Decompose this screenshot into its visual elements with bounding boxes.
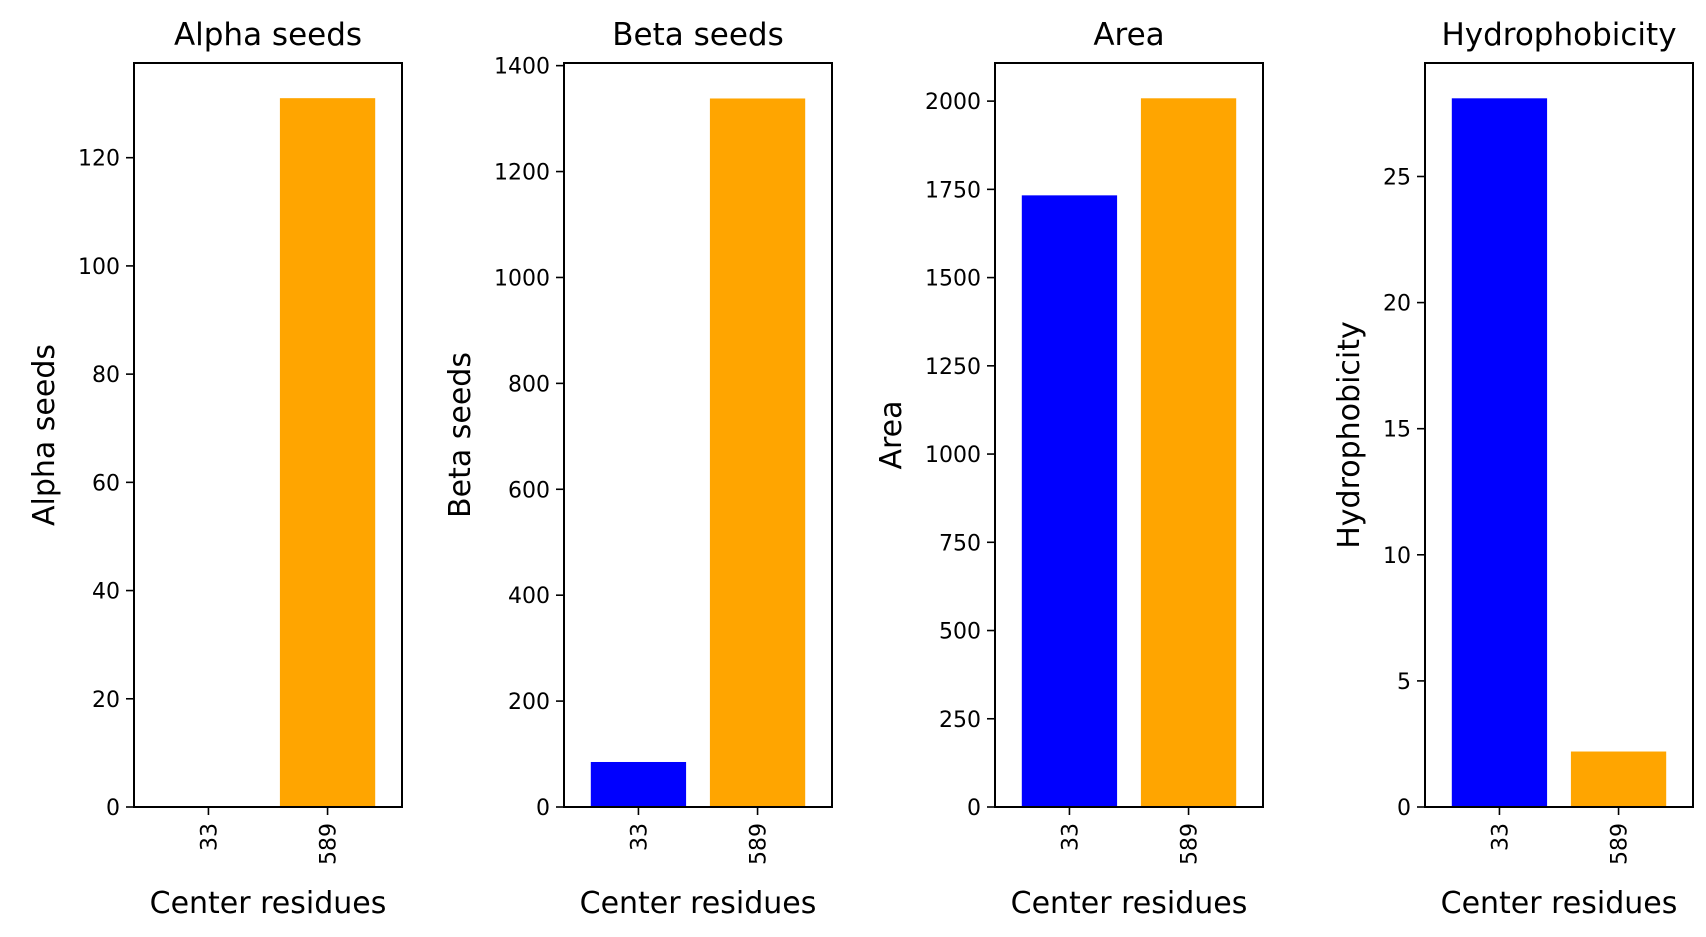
plot-frame [1424,62,1694,808]
subplot-2: 0 200 400 600 800 1000 1200 1400 33 589 Beta seeds… [443,17,833,921]
x-tick-label: 33 [627,823,652,851]
y-tick-label: 1000 [925,443,981,468]
subplot-title: Hydrophobicity [1441,17,1676,53]
plot-frame [133,62,403,808]
y-tick-label: 1000 [494,266,550,291]
subplot-4: 0 5 10 15 20 25 33 589 Hydrophobicity Center resi… [1332,17,1694,921]
bar-589 [279,98,376,808]
x-tick-label: 589 [1178,823,1203,865]
x-axis-label: Center residues [1441,886,1678,921]
y-axis-label: Hydrophobicity [1332,321,1367,549]
y-tick-label: 0 [106,796,120,821]
x-tick-label: 589 [1608,823,1633,865]
y-tick-label: 1750 [925,178,981,203]
y-tick-label: 80 [92,363,120,388]
y-tick-label: 1200 [494,161,550,186]
y-tick-label: 750 [939,531,981,556]
x-tick-label: 589 [317,823,342,865]
y-tick-label: 0 [967,796,981,821]
y-axis-label: Alpha seeds [27,344,62,526]
bar-589 [1140,98,1237,808]
y-tick-label: 25 [1383,165,1411,190]
y-tick-label: 1400 [494,55,550,80]
y-tick-label: 600 [508,478,550,503]
x-tick-label: 33 [1058,823,1083,851]
y-tick-label: 200 [508,690,550,715]
bar-33 [590,761,687,807]
y-tick-label: 100 [78,255,120,280]
bar-33 [1021,195,1118,808]
y-tick-label: 0 [1397,796,1411,821]
subplot-3: 0 250 500 750 1000 1250 1500 1750 2000 33 589 Area C… [874,17,1264,921]
y-tick-label: 10 [1383,544,1411,569]
x-axis-label: Center residues [1011,886,1248,921]
y-tick-label: 2000 [925,90,981,115]
y-tick-label: 1250 [925,355,981,380]
y-tick-label: 20 [92,688,120,713]
y-tick-label: 0 [536,796,550,821]
y-tick-label: 40 [92,580,120,605]
x-tick-label: 589 [747,823,772,865]
y-tick-label: 20 [1383,292,1411,317]
plot-frame [994,62,1264,808]
y-tick-label: 60 [92,471,120,496]
y-tick-label: 800 [508,372,550,397]
subplot-title: Alpha seeds [174,17,362,53]
subplot-1: 0 20 40 60 80 100 120 33 589 Alpha seeds Center re… [27,17,403,921]
subplot-title: Area [1093,17,1164,53]
y-tick-label: 5 [1397,670,1411,695]
y-tick-label: 15 [1383,418,1411,443]
y-tick-label: 1500 [925,267,981,292]
x-axis-label: Center residues [150,886,387,921]
plot-frame [563,62,833,808]
subplot-title: Beta seeds [612,17,783,53]
bar-589 [1570,751,1667,807]
y-tick-label: 120 [78,147,120,172]
y-tick-label: 400 [508,584,550,609]
x-tick-label: 33 [197,823,222,851]
y-axis-label: Beta seeds [443,352,478,518]
x-axis-label: Center residues [580,886,817,921]
y-axis-label: Area [874,400,909,469]
y-tick-label: 250 [939,708,981,733]
y-tick-label: 500 [939,620,981,645]
bar-589 [709,98,806,808]
x-tick-label: 33 [1488,823,1513,851]
bar-33 [1451,98,1548,807]
